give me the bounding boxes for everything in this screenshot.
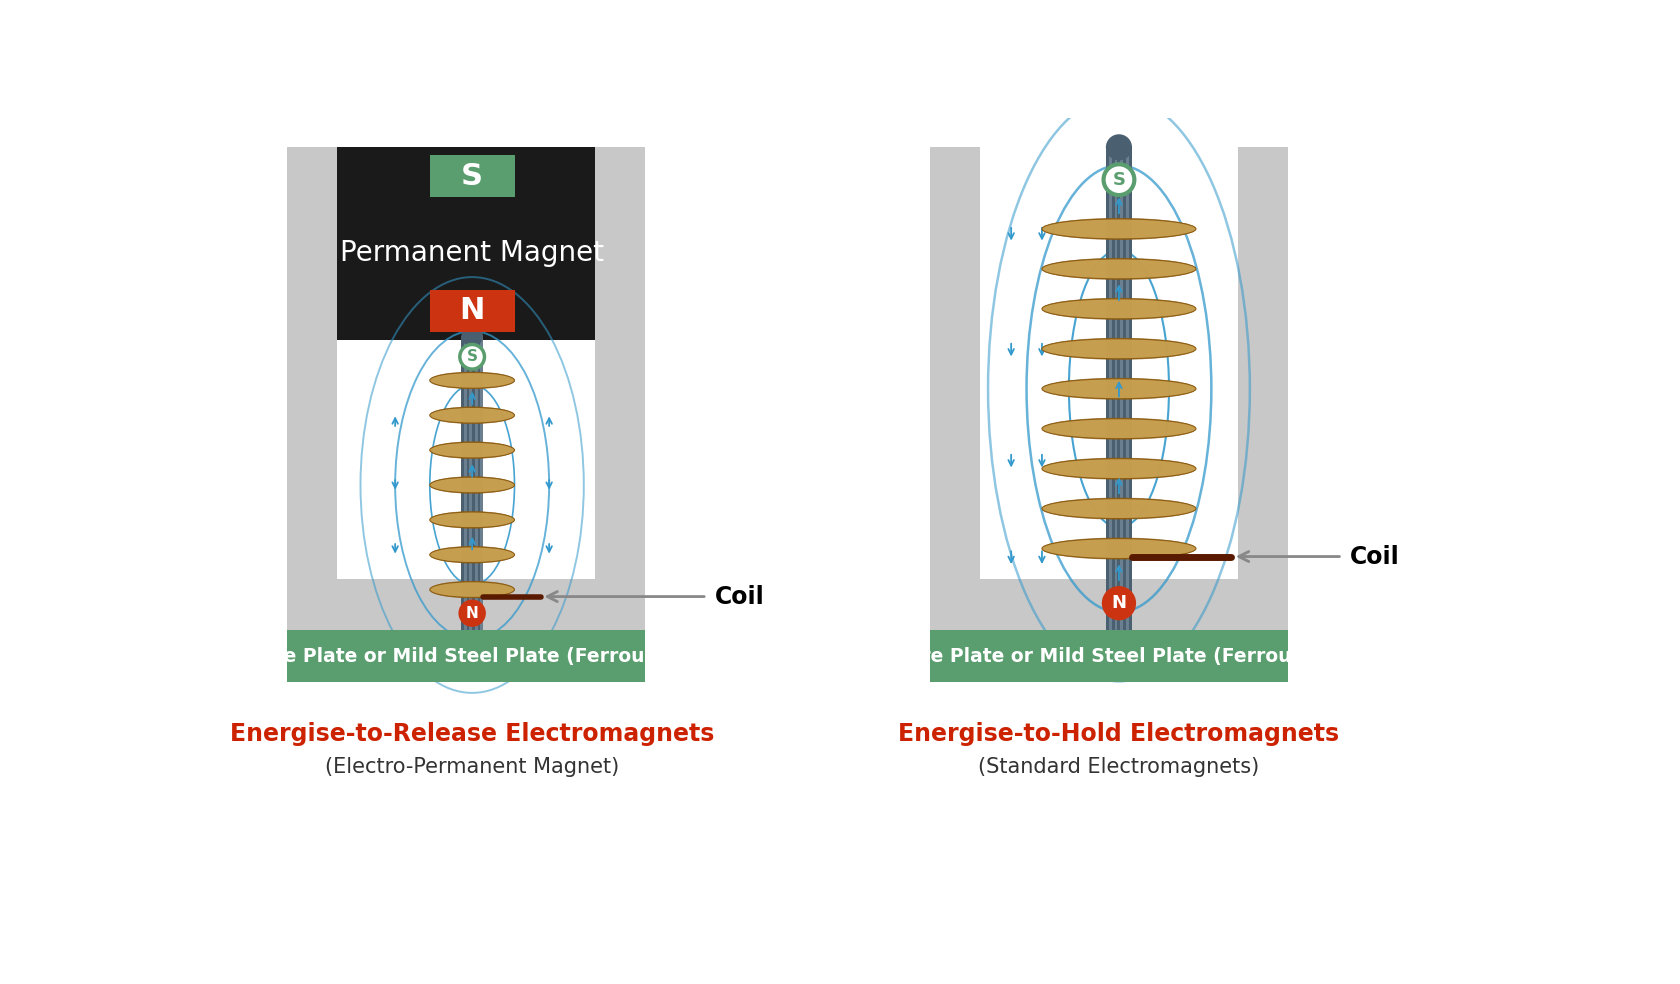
FancyBboxPatch shape [1114, 148, 1117, 630]
Text: Armature Plate or Mild Steel Plate (Ferrous/Ferritic): Armature Plate or Mild Steel Plate (Ferr… [197, 646, 748, 666]
Text: Coil: Coil [1351, 544, 1399, 569]
Circle shape [1105, 134, 1132, 160]
Text: Permanent Magnet: Permanent Magnet [339, 239, 605, 268]
Ellipse shape [430, 477, 514, 493]
FancyBboxPatch shape [1124, 148, 1126, 630]
FancyBboxPatch shape [931, 630, 1289, 683]
Circle shape [460, 344, 484, 369]
Ellipse shape [430, 581, 514, 598]
Ellipse shape [430, 511, 514, 528]
FancyBboxPatch shape [475, 336, 477, 630]
Ellipse shape [430, 372, 514, 389]
FancyBboxPatch shape [472, 336, 475, 630]
Ellipse shape [1042, 417, 1196, 440]
Ellipse shape [1042, 458, 1196, 479]
Text: N: N [459, 296, 486, 326]
Text: Coil: Coil [714, 584, 764, 608]
FancyBboxPatch shape [1126, 148, 1129, 630]
Polygon shape [287, 148, 645, 641]
Ellipse shape [1042, 537, 1196, 560]
Ellipse shape [1042, 499, 1196, 519]
FancyBboxPatch shape [469, 336, 472, 630]
Ellipse shape [430, 407, 514, 423]
Ellipse shape [1042, 338, 1196, 359]
FancyBboxPatch shape [1117, 148, 1121, 630]
Polygon shape [981, 148, 1238, 579]
Ellipse shape [1042, 379, 1196, 399]
Circle shape [1104, 164, 1134, 195]
Ellipse shape [1042, 259, 1196, 278]
Ellipse shape [430, 373, 514, 389]
Ellipse shape [430, 582, 514, 597]
FancyBboxPatch shape [430, 155, 514, 198]
Ellipse shape [1042, 299, 1196, 319]
Ellipse shape [430, 512, 514, 527]
Ellipse shape [1042, 258, 1196, 279]
Text: S: S [467, 349, 477, 364]
Text: Armature Plate or Mild Steel Plate (Ferrous/Ferritic): Armature Plate or Mild Steel Plate (Ferr… [843, 646, 1394, 666]
Ellipse shape [430, 547, 514, 563]
FancyBboxPatch shape [287, 630, 645, 683]
Circle shape [462, 325, 482, 346]
Ellipse shape [430, 406, 514, 424]
Circle shape [460, 601, 484, 626]
Ellipse shape [1042, 419, 1196, 439]
FancyBboxPatch shape [464, 336, 467, 630]
Ellipse shape [430, 442, 514, 459]
Ellipse shape [1042, 459, 1196, 478]
Ellipse shape [1042, 338, 1196, 360]
Text: Energise-to-Release Electromagnets: Energise-to-Release Electromagnets [230, 722, 714, 746]
Ellipse shape [1042, 217, 1196, 240]
Ellipse shape [430, 442, 514, 458]
Circle shape [1104, 587, 1134, 619]
Text: (Electro-Permanent Magnet): (Electro-Permanent Magnet) [324, 758, 620, 777]
Text: (Standard Electromagnets): (Standard Electromagnets) [978, 758, 1260, 777]
FancyBboxPatch shape [1112, 148, 1114, 630]
FancyBboxPatch shape [1121, 148, 1124, 630]
Ellipse shape [1042, 378, 1196, 400]
Text: Energise-to-Hold Electromagnets: Energise-to-Hold Electromagnets [899, 722, 1339, 746]
FancyBboxPatch shape [480, 336, 482, 630]
Polygon shape [338, 148, 595, 579]
Text: S: S [1112, 170, 1126, 189]
FancyBboxPatch shape [1109, 148, 1112, 630]
Ellipse shape [1042, 498, 1196, 520]
FancyBboxPatch shape [1105, 148, 1109, 630]
FancyBboxPatch shape [1129, 148, 1132, 630]
Ellipse shape [1042, 298, 1196, 320]
FancyBboxPatch shape [467, 336, 469, 630]
Text: N: N [465, 606, 479, 621]
FancyBboxPatch shape [430, 290, 514, 333]
Ellipse shape [1042, 218, 1196, 239]
FancyBboxPatch shape [462, 336, 464, 630]
Ellipse shape [430, 476, 514, 494]
FancyBboxPatch shape [477, 336, 480, 630]
Ellipse shape [430, 546, 514, 564]
Text: N: N [1112, 594, 1127, 612]
Ellipse shape [1042, 538, 1196, 559]
Polygon shape [931, 148, 1289, 641]
FancyBboxPatch shape [338, 148, 595, 339]
Text: S: S [460, 161, 484, 191]
